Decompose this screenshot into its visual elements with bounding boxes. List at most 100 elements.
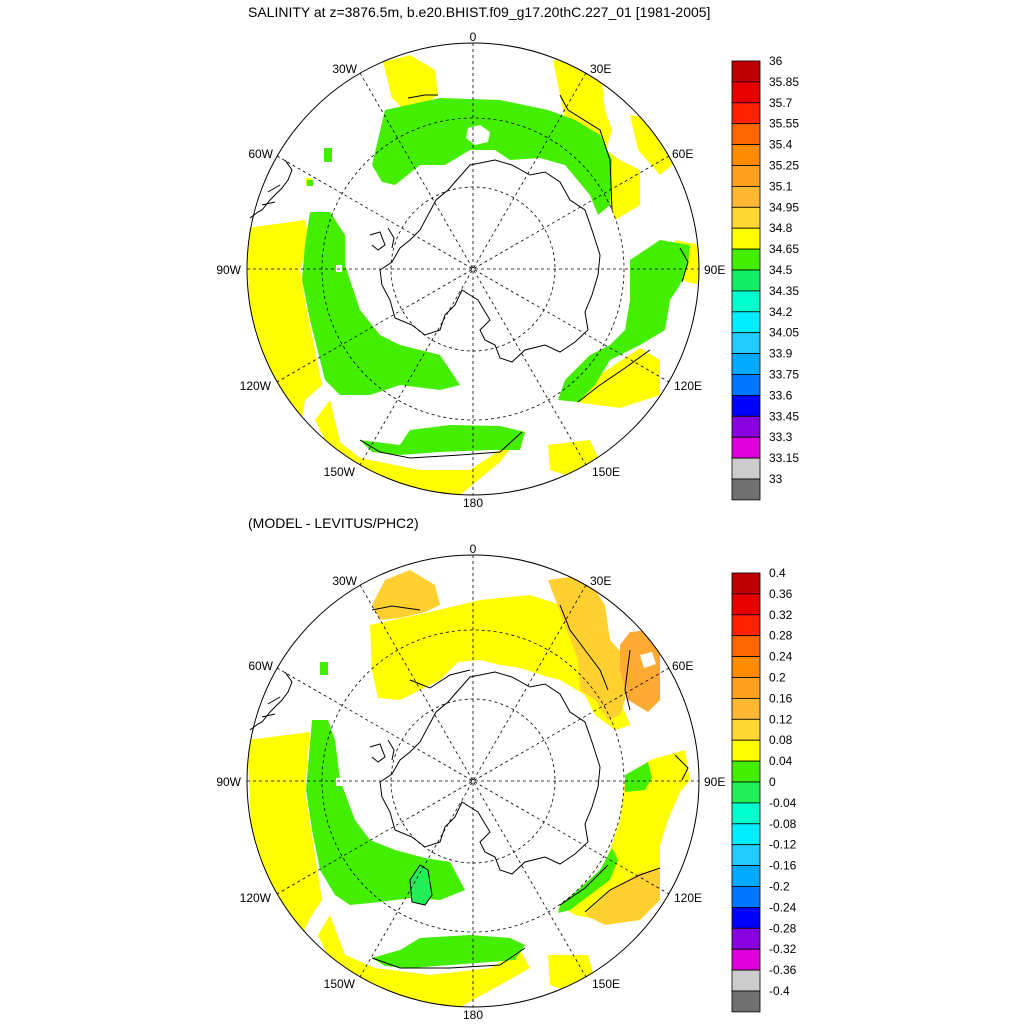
top-contour-2 xyxy=(407,94,438,99)
top-yellow-nw xyxy=(383,55,438,115)
top-contour-1 xyxy=(559,94,613,211)
colorbar-bottom-label: 0.16 xyxy=(769,691,793,705)
colorbar-bottom-label: 0.32 xyxy=(769,608,793,622)
bottom-map-fields xyxy=(247,570,690,1007)
colorbar-bottom-label: 0.4 xyxy=(769,566,786,580)
colorbar-top-swatch xyxy=(731,415,761,438)
colorbar-top-label: 33.6 xyxy=(769,388,793,402)
bot-label-120w: 120W xyxy=(240,891,272,905)
colorbar-bottom-swatch xyxy=(731,907,761,929)
colorbar-top-swatch xyxy=(731,81,761,104)
colorbar-top-swatch xyxy=(731,290,761,313)
colorbar-bottom-swatch xyxy=(731,698,761,720)
bot-south-america-coast xyxy=(249,671,293,731)
colorbar-top-label: 33 xyxy=(769,472,783,486)
top-white-hole xyxy=(466,125,490,145)
bot-peninsula-coast xyxy=(369,739,395,763)
colorbar-bottom-swatch xyxy=(731,802,761,825)
bottom-lon-labels: 0 30E 60E 90E 120E 150E 180 150W 120W 90… xyxy=(216,542,725,1022)
colorbar-top-label: 35.1 xyxy=(769,179,793,193)
colorbar-top-swatch xyxy=(731,248,761,271)
colorbar-bottom: 0.4 0.36 0.32 0.28 0.24 0.2 0.16 0.12 0.08 0.04 0 -… xyxy=(731,566,797,1013)
colorbar-top-label: 33.3 xyxy=(769,430,793,444)
top-label-60w: 60W xyxy=(248,147,273,161)
bot-yellow-east xyxy=(560,750,690,922)
colorbar-top-label: 35.4 xyxy=(769,138,793,152)
bot-green-patch xyxy=(410,865,432,905)
top-south-america-coast xyxy=(249,159,293,219)
top-graticule xyxy=(247,43,699,495)
top-label-30e: 30E xyxy=(590,62,611,76)
colorbar-top-label: 35.7 xyxy=(769,96,793,110)
colorbar-top-label: 33.15 xyxy=(769,451,799,465)
top-label-150e: 150E xyxy=(592,465,620,479)
top-green-east xyxy=(558,240,690,402)
top-label-150w: 150W xyxy=(324,465,356,479)
colorbar-bottom-label: -0.04 xyxy=(769,796,797,810)
colorbar-top-label: 36 xyxy=(769,54,783,68)
bot-contour-4 xyxy=(584,867,661,913)
top-yellow-ne2 xyxy=(630,115,690,175)
colorbar-bottom-swatch xyxy=(731,844,761,867)
top-label-90w: 90W xyxy=(216,263,241,277)
colorbar-bottom-label: 0.28 xyxy=(769,629,793,643)
top-contour-4 xyxy=(577,349,651,403)
bot-contour-9 xyxy=(371,605,421,611)
colorbar-bottom-label: -0.32 xyxy=(769,942,797,956)
top-peninsula-coast xyxy=(369,227,395,251)
colorbar-top-label: 35.85 xyxy=(769,75,799,89)
top-contour-3 xyxy=(359,431,523,459)
bot-antarctica-coastline xyxy=(379,671,601,875)
bot-label-30w: 30W xyxy=(332,574,357,588)
bot-green-small xyxy=(320,662,328,675)
colorbar-bottom-label: 0.2 xyxy=(769,671,786,685)
bot-label-120e: 120E xyxy=(674,891,702,905)
bot-label-60w: 60W xyxy=(248,659,273,673)
colorbar-bottom-swatch xyxy=(731,927,761,950)
top-green-south xyxy=(360,425,525,455)
colorbar-top-label: 34.05 xyxy=(769,326,799,340)
bot-contour-3 xyxy=(409,669,471,689)
colorbar-bottom-label: -0.12 xyxy=(769,838,797,852)
colorbar-bottom-label: 0.08 xyxy=(769,733,793,747)
bottom-map-border xyxy=(246,554,700,1008)
bot-orange-se xyxy=(585,870,660,925)
top-label-60e: 60E xyxy=(672,147,693,161)
colorbar-top-label: 34.95 xyxy=(769,200,799,214)
colorbar-bottom-swatch xyxy=(731,781,761,804)
colorbar-bottom-swatch xyxy=(731,990,761,1013)
bottom-map: 0 30E 60E 90E 120E 150E 180 150W 120W 90… xyxy=(216,542,725,1022)
colorbar-bottom-swatch xyxy=(731,760,761,783)
colorbar-bottom-swatch xyxy=(731,823,761,846)
colorbar-bottom-label: 0.36 xyxy=(769,587,793,601)
colorbar-top-label: 33.45 xyxy=(769,409,799,423)
bot-orange-ne-mid xyxy=(620,630,660,712)
colorbar-bottom-swatch xyxy=(731,656,761,678)
top-yellow-se xyxy=(575,348,660,408)
top-green-small-2 xyxy=(307,180,313,186)
bot-yellow-se xyxy=(548,955,595,992)
colorbar-top-label: 33.75 xyxy=(769,368,799,382)
bot-white-hole xyxy=(640,652,656,668)
colorbar-bottom-swatch xyxy=(731,969,761,992)
bottom-graticule xyxy=(247,555,699,1007)
bot-label-90e: 90E xyxy=(704,775,725,789)
top-label-30w: 30W xyxy=(332,62,357,76)
colorbar-top-swatch xyxy=(731,332,761,355)
bot-label-180: 180 xyxy=(463,1008,483,1022)
colorbar-top-swatch xyxy=(731,60,761,83)
bot-contour-1 xyxy=(559,604,609,691)
bot-green-east xyxy=(625,762,652,792)
bot-contour-5 xyxy=(409,864,433,906)
colorbar-top-swatch xyxy=(731,185,761,208)
top-label-180: 180 xyxy=(463,496,483,510)
colorbar-top-swatch xyxy=(731,436,761,459)
colorbar-top-swatch xyxy=(731,311,761,334)
colorbar-bottom-label: 0.12 xyxy=(769,712,793,726)
top-white-hole2 xyxy=(336,265,342,272)
colorbar-top-swatch xyxy=(731,374,761,396)
figure-subtitle: (MODEL - LEVITUS/PHC2) xyxy=(248,515,419,531)
bot-green-west xyxy=(306,720,465,905)
bot-white-hole2 xyxy=(336,778,342,786)
colorbar-top-swatch xyxy=(731,457,761,480)
